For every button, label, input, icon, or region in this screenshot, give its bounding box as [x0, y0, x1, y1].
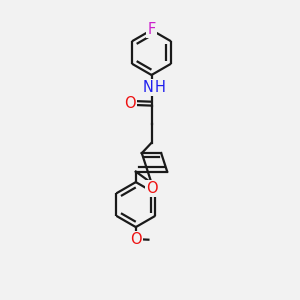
Text: O: O: [124, 96, 135, 111]
Text: H: H: [155, 80, 166, 95]
Text: N: N: [143, 80, 154, 95]
Text: F: F: [147, 22, 156, 37]
Text: O: O: [130, 232, 142, 247]
Text: O: O: [146, 181, 158, 196]
